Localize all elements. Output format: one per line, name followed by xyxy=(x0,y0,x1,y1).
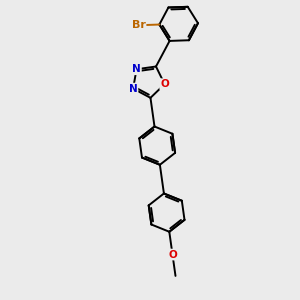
Text: O: O xyxy=(168,250,177,260)
Text: N: N xyxy=(132,64,141,74)
Text: Br: Br xyxy=(132,20,145,30)
Text: O: O xyxy=(160,79,169,89)
Text: N: N xyxy=(129,84,137,94)
